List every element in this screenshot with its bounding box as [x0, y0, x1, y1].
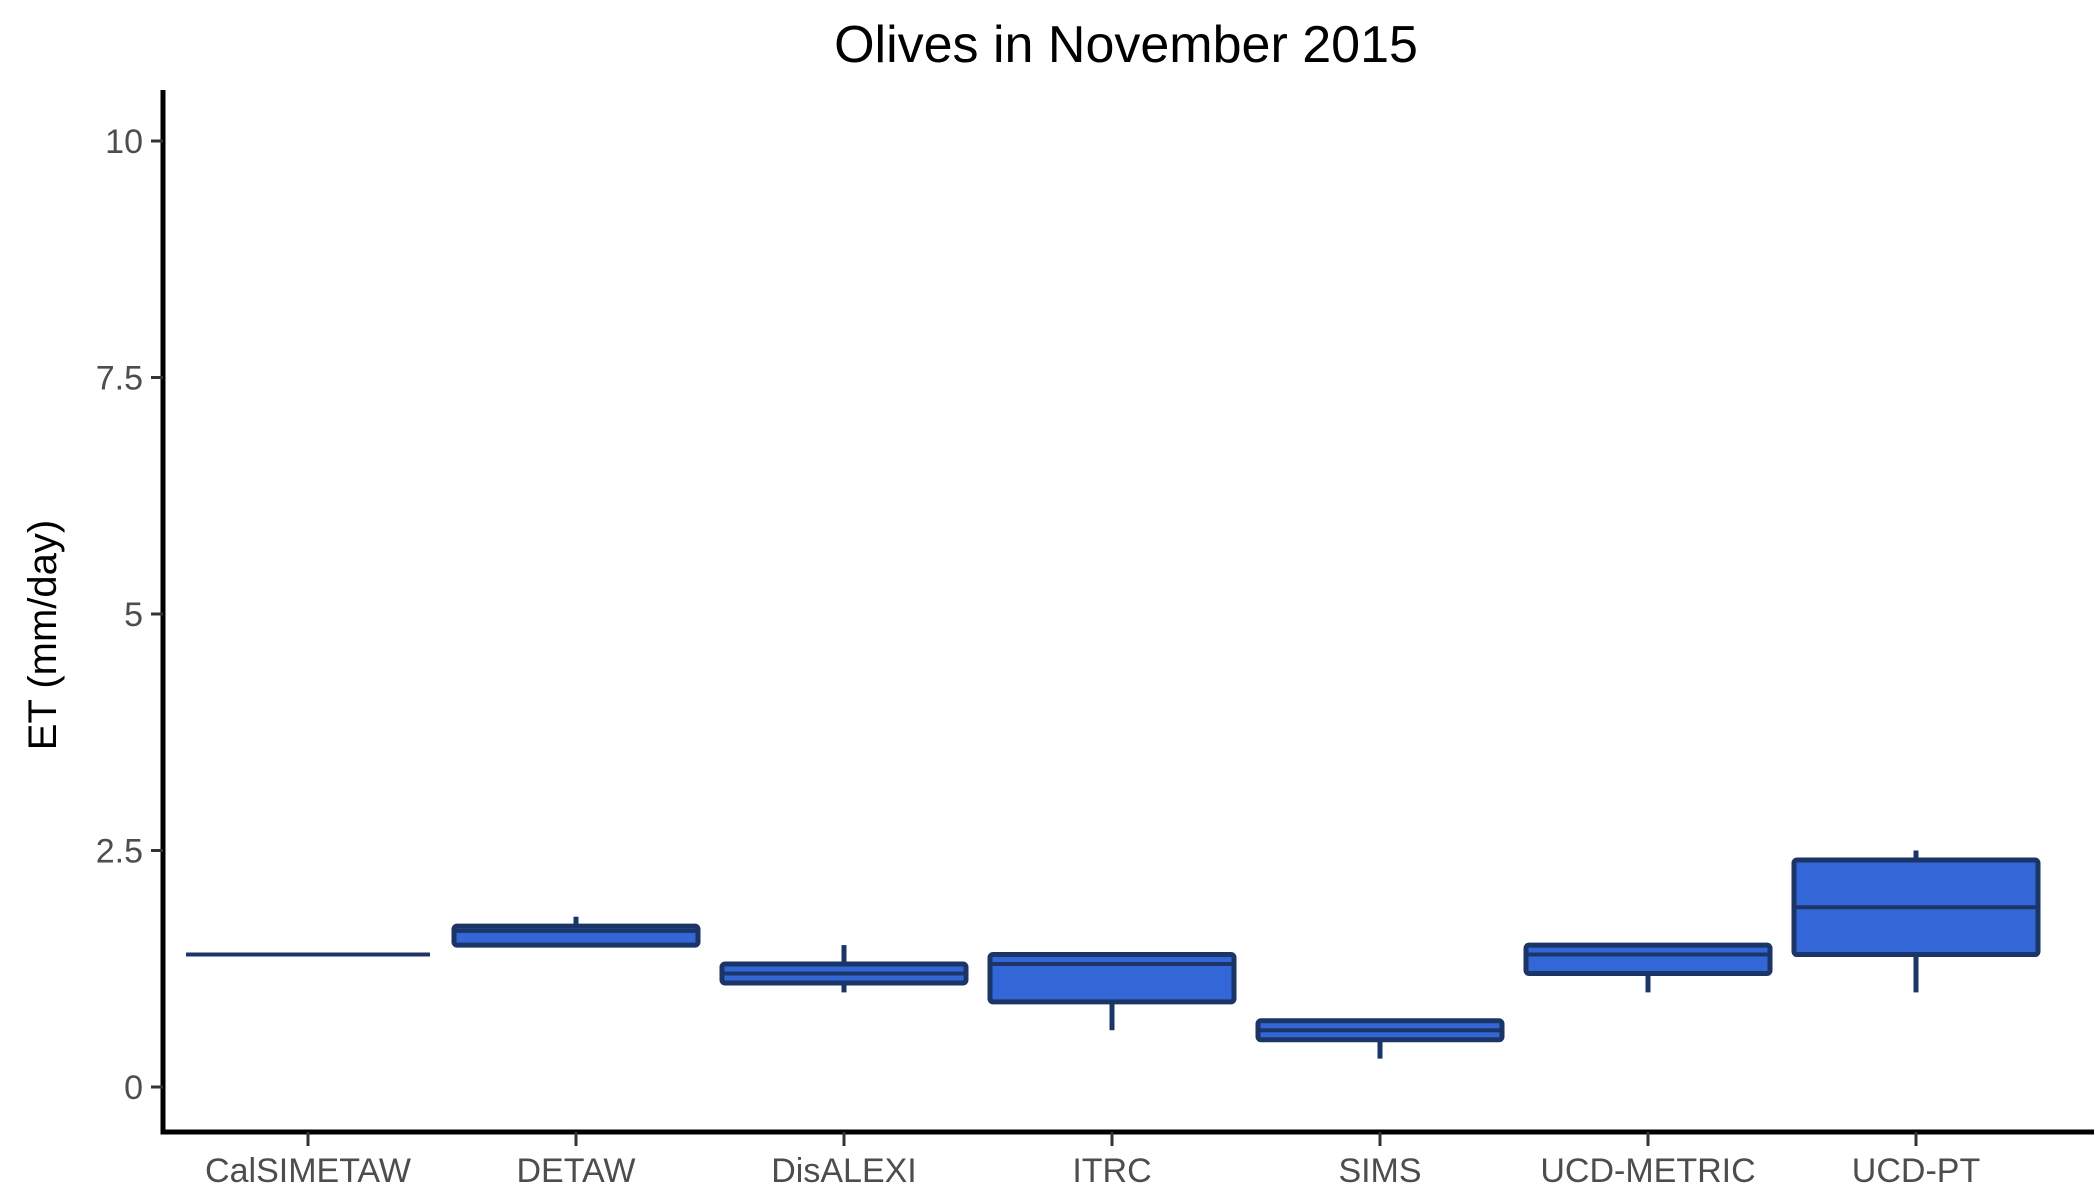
y-tick-label: 5 — [124, 596, 143, 634]
y-tick-label: 0 — [124, 1069, 143, 1107]
x-tick-label: UCD-PT — [1852, 1152, 1980, 1190]
x-tick-label: CalSIMETAW — [205, 1152, 411, 1190]
x-tick-label: DETAW — [517, 1152, 636, 1190]
y-axis-title: ET (mm/day) — [21, 520, 65, 750]
x-tick-label: SIMS — [1338, 1152, 1421, 1190]
chart-title: Olives in November 2015 — [834, 16, 1418, 74]
y-tick-label: 10 — [105, 123, 143, 161]
x-tick-label: UCD-METRIC — [1540, 1152, 1755, 1190]
y-tick-label: 2.5 — [96, 833, 143, 871]
x-tick-label: ITRC — [1072, 1152, 1151, 1190]
y-tick-label: 7.5 — [96, 360, 143, 398]
x-tick-label: DisALEXI — [771, 1152, 917, 1190]
plot-area: 0 2.5 5 7.5 10 CalSIMETAW DETAW DisALEXI ITRC SIM… — [96, 90, 2094, 1190]
box-body — [987, 952, 1237, 1005]
box-body — [1523, 942, 1773, 976]
